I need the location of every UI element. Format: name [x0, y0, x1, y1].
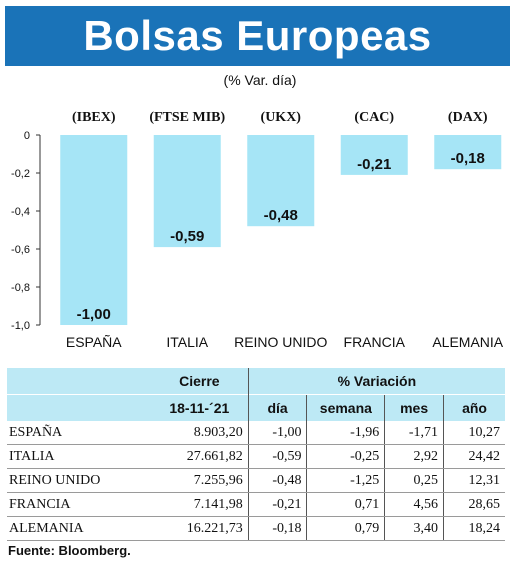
cell-close: 27.661,82: [150, 444, 249, 469]
year-header: año: [443, 394, 505, 421]
table-row: REINO UNIDO 7.255,96 -0,48 -1,25 0,25 12,31: [7, 468, 505, 493]
index-label: (CAC): [354, 110, 394, 125]
date-header: 18-11-´21: [150, 394, 249, 421]
y-tick-label: -0,6: [11, 244, 30, 256]
y-tick-label: -1,0: [11, 320, 30, 332]
cell-month: 4,56: [384, 492, 444, 517]
y-tick-label: -0,8: [11, 282, 30, 294]
cell-year: 28,65: [443, 492, 505, 517]
bar: [247, 135, 315, 227]
bar: [340, 135, 408, 175]
table-corner: [7, 368, 151, 395]
data-label: -0,59: [170, 228, 204, 245]
category-label: FRANCIA: [344, 334, 406, 350]
cell-week: 0,71: [306, 492, 385, 517]
cell-year: 12,31: [443, 468, 505, 493]
table-body: ESPAÑA 8.903,20 -1,00 -1,96 -1,71 10,27 ITALIA…: [7, 421, 505, 541]
table-corner-2: [7, 394, 151, 421]
chart-title: Bolsas Europeas: [83, 12, 432, 59]
cell-name: ALEMANIA: [7, 516, 151, 541]
cell-day: -1,00: [247, 421, 307, 445]
cell-month: 2,92: [384, 444, 444, 469]
cell-year: 18,24: [443, 516, 505, 541]
cell-name: REINO UNIDO: [7, 468, 151, 493]
variation-header: % Variación: [247, 368, 505, 395]
category-label: ITALIA: [166, 334, 208, 350]
day-header: día: [247, 394, 307, 421]
data-label: -0,48: [264, 207, 298, 224]
cell-month: 3,40: [384, 516, 444, 541]
category-label: ALEMANIA: [432, 334, 503, 350]
cell-day: -0,18: [247, 516, 307, 541]
data-label: -1,00: [77, 306, 111, 323]
category-label: REINO UNIDO: [234, 334, 327, 350]
cell-name: ESPAÑA: [7, 421, 151, 445]
bar: [434, 135, 502, 170]
index-label: (DAX): [448, 110, 488, 125]
y-tick-label: 0: [24, 130, 30, 142]
chart-subtitle: (% Var. día): [223, 72, 297, 88]
index-label: (IBEX): [72, 110, 116, 125]
bar-chart: 0 -0,2 -0,4 -0,6 -0,8 -1,0 (IBEX) -1,00 ESPAÑA (F…: [11, 110, 504, 350]
month-header: mes: [384, 394, 444, 421]
cell-year: 24,42: [443, 444, 505, 469]
cell-week: 0,79: [306, 516, 385, 541]
cell-month: 0,25: [384, 468, 444, 493]
cell-day: -0,48: [247, 468, 307, 493]
cell-week: -0,25: [306, 444, 385, 469]
cell-close: 7.141,98: [150, 492, 249, 517]
table-row: ESPAÑA 8.903,20 -1,00 -1,96 -1,71 10,27: [7, 421, 505, 445]
cell-name: FRANCIA: [7, 492, 151, 517]
cell-week: -1,25: [306, 468, 385, 493]
cell-day: -0,59: [247, 444, 307, 469]
index-label: (FTSE MIB): [149, 110, 225, 125]
week-header: semana: [306, 394, 385, 421]
data-label: -0,18: [451, 150, 485, 167]
close-header: Cierre: [150, 368, 249, 395]
index-label: (UKX): [261, 110, 302, 125]
cell-week: -1,96: [306, 421, 385, 445]
cell-close: 8.903,20: [150, 421, 249, 445]
cell-month: -1,71: [384, 421, 444, 445]
y-tick-label: -0,4: [11, 206, 30, 218]
table-row: ITALIA 27.661,82 -0,59 -0,25 2,92 24,42: [7, 444, 505, 469]
data-table: Cierre % Variación 18-11-´21 día semana …: [7, 368, 505, 541]
table-row: FRANCIA 7.141,98 -0,21 0,71 4,56 28,65: [7, 492, 505, 517]
category-label: ESPAÑA: [66, 334, 122, 350]
cell-close: 16.221,73: [150, 516, 249, 541]
data-label: -0,21: [357, 156, 391, 173]
cell-name: ITALIA: [7, 444, 151, 469]
bar: [153, 135, 221, 248]
source-note: Fuente: Bloomberg.: [8, 543, 131, 558]
y-tick-label: -0,2: [11, 168, 30, 180]
bar: [60, 135, 128, 325]
title-banner: Bolsas Europeas: [5, 6, 510, 66]
cell-year: 10,27: [443, 421, 505, 445]
cell-close: 7.255,96: [150, 468, 249, 493]
cell-day: -0,21: [247, 492, 307, 517]
table-row: ALEMANIA 16.221,73 -0,18 0,79 3,40 18,24: [7, 516, 505, 541]
